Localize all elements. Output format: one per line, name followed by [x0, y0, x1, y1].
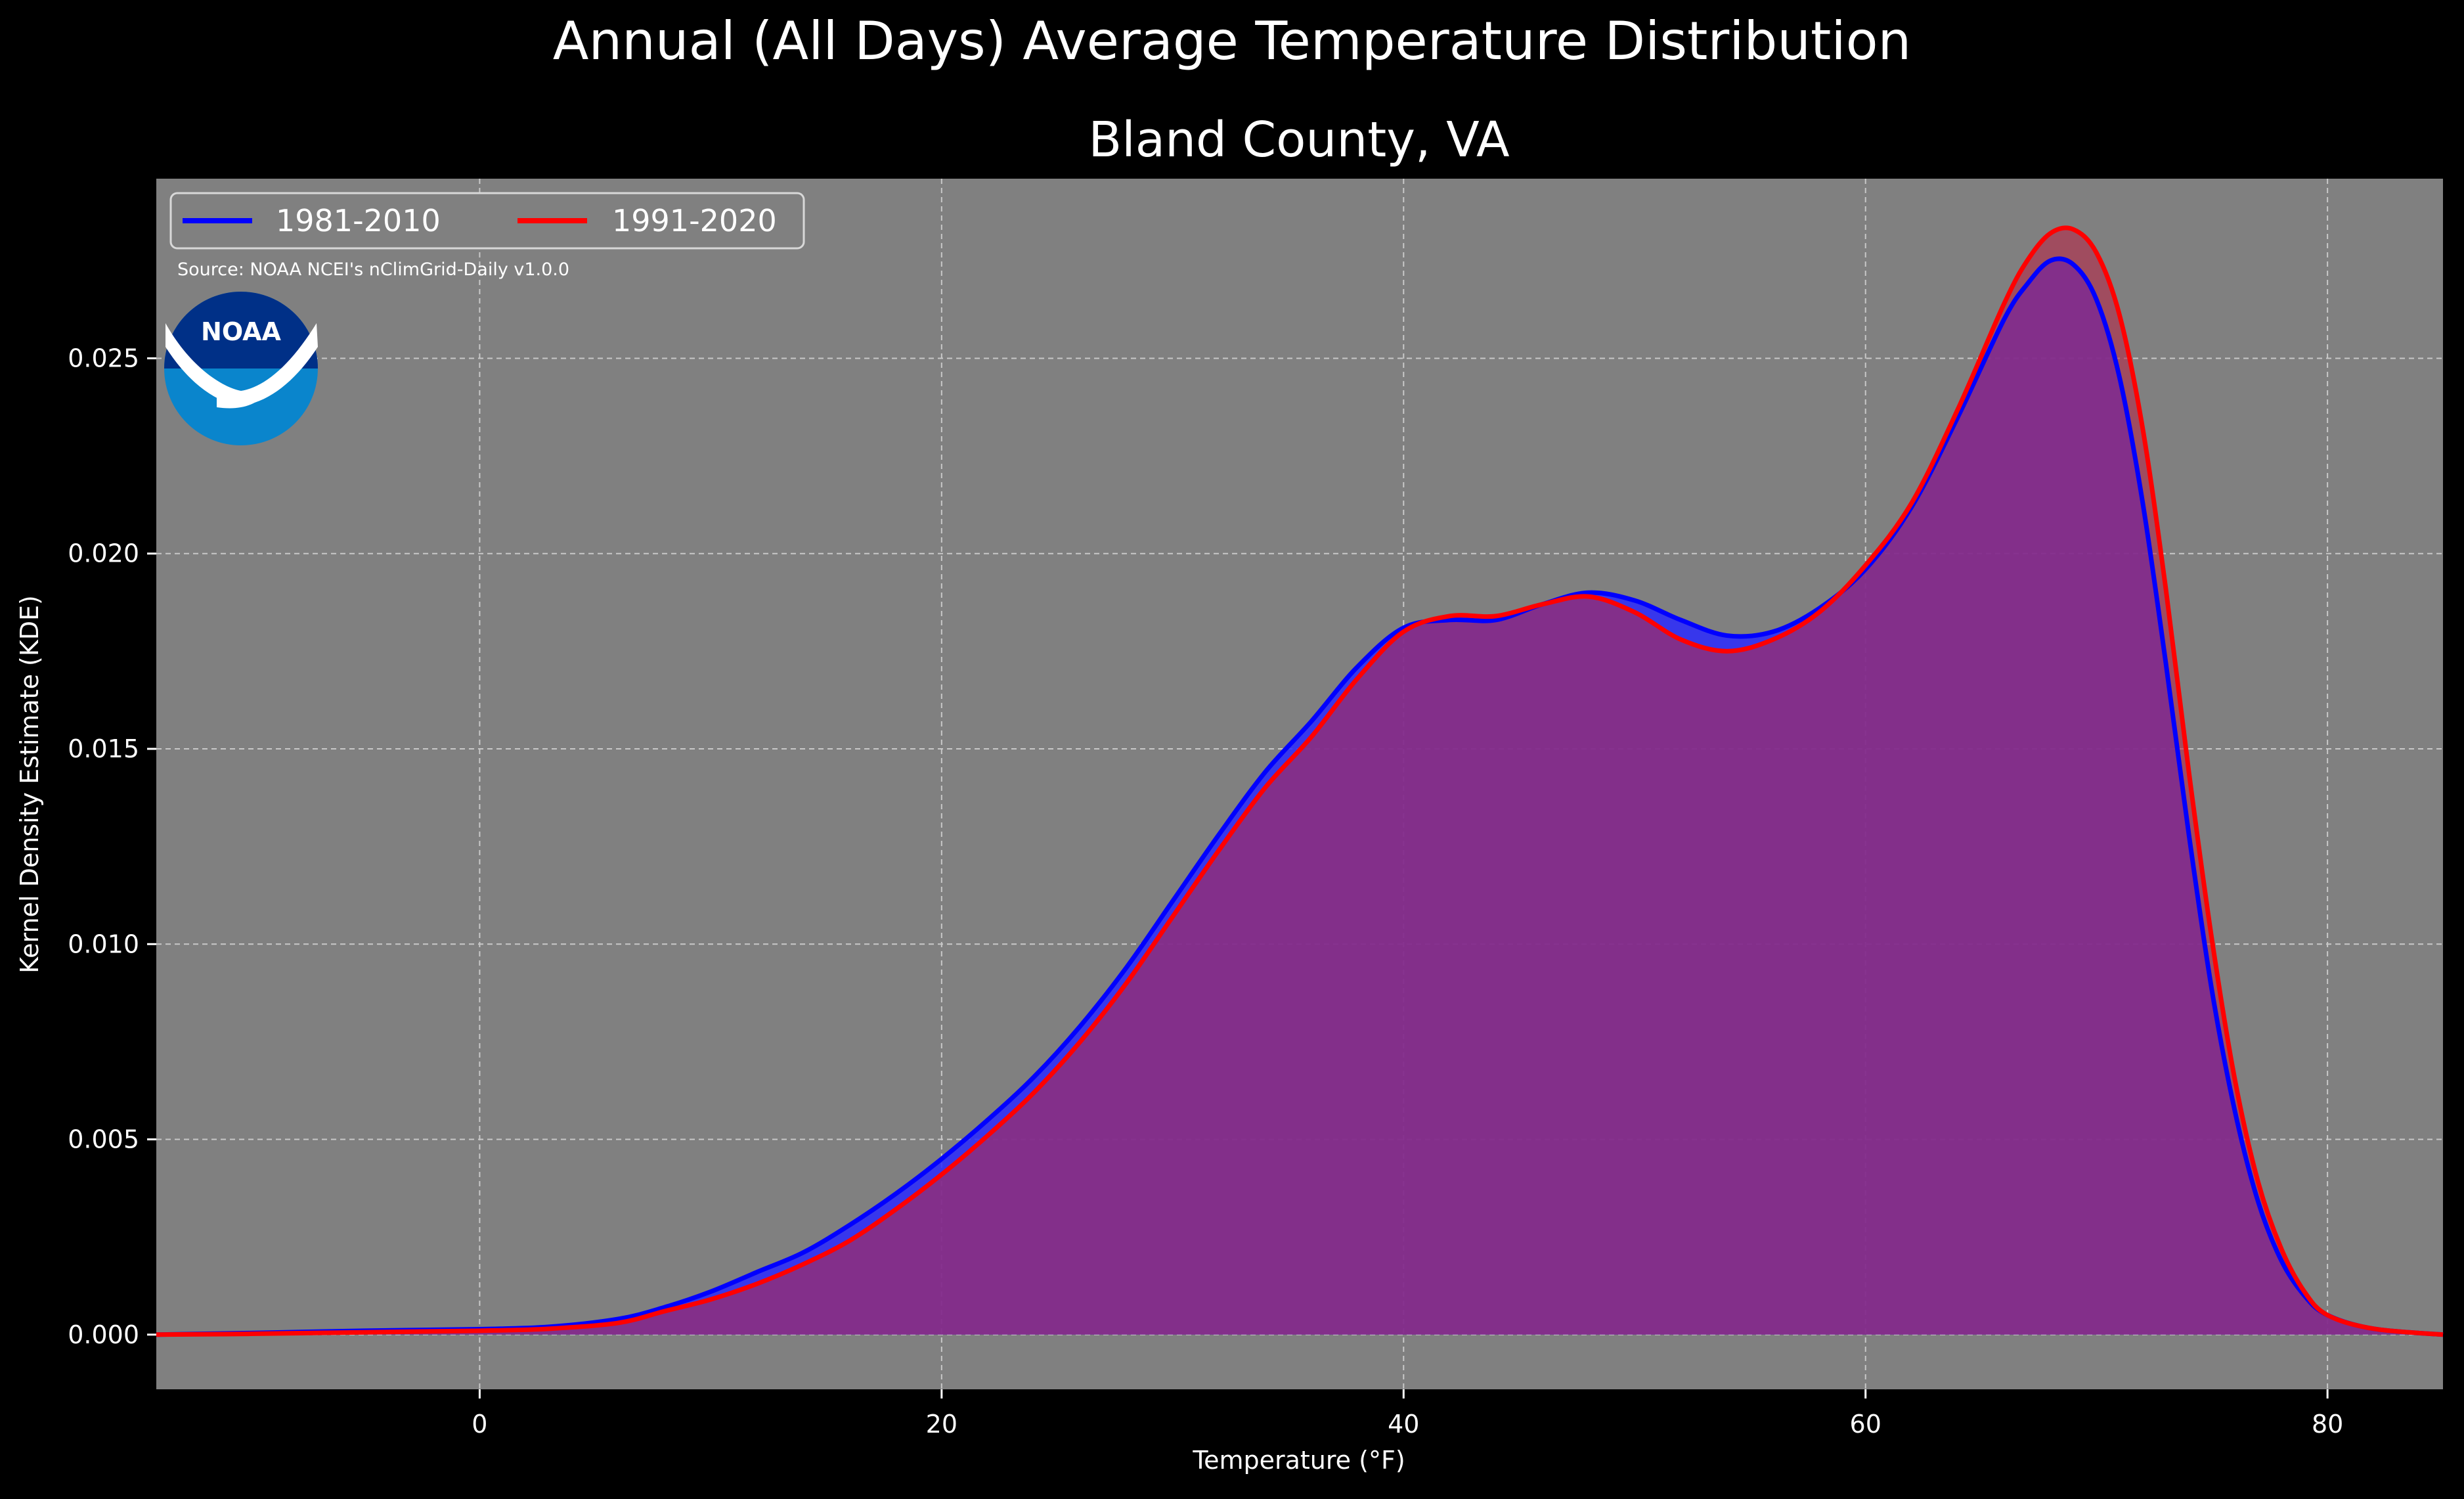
logo-gull-body: [217, 388, 269, 409]
density-line-1981-2010: [156, 256, 2444, 1337]
logo-gull-wings: [165, 323, 318, 406]
density-fill-1991-2020: [156, 227, 2443, 1335]
y-tick-label: 0.010: [68, 929, 139, 958]
legend-label-1981-2010: 1981-2010: [276, 203, 441, 238]
y-axis: 0.000 0.005 0.010 0.015 0.020 0.025: [68, 344, 156, 1349]
plot-area: [156, 179, 2444, 1389]
legend-label-1991-2020: 1991-2020: [612, 203, 777, 238]
y-tick-label: 0.000: [68, 1320, 139, 1349]
logo-text: NOAA: [201, 317, 281, 346]
x-tick-label: 80: [2312, 1410, 2343, 1439]
y-tick-label: 0.020: [68, 539, 139, 568]
source-note: Source: NOAA NCEI's nClimGrid-Daily v1.0…: [177, 259, 569, 280]
y-axis-label: Kernel Density Estimate (KDE): [15, 595, 44, 973]
y-tick-label: 0.025: [68, 344, 139, 372]
density-line-1991-2020: [156, 225, 2444, 1337]
y-tick-label: 0.005: [68, 1125, 139, 1154]
density-fills: [156, 227, 2443, 1335]
x-tick-label: 60: [1850, 1410, 1881, 1439]
legend: 1981-2010 1991-2020: [169, 192, 805, 250]
chart-suptitle: Annual (All Days) Average Temperature Di…: [553, 11, 1911, 72]
x-tick-label: 20: [926, 1410, 957, 1439]
y-tick-label: 0.015: [68, 734, 139, 763]
density-lines: [156, 225, 2444, 1337]
legend-frame: [169, 192, 805, 250]
x-tick-label: 40: [1388, 1410, 1419, 1439]
chart-title: Bland County, VA: [1088, 112, 1510, 168]
x-axis: 0 20 40 60 80: [472, 1389, 2343, 1439]
x-tick-label: 0: [472, 1410, 487, 1439]
logo-upper-half: [164, 292, 318, 369]
noaa-logo-icon: NOAA: [164, 292, 318, 445]
x-axis-label: Temperature (°F): [1192, 1446, 1405, 1475]
